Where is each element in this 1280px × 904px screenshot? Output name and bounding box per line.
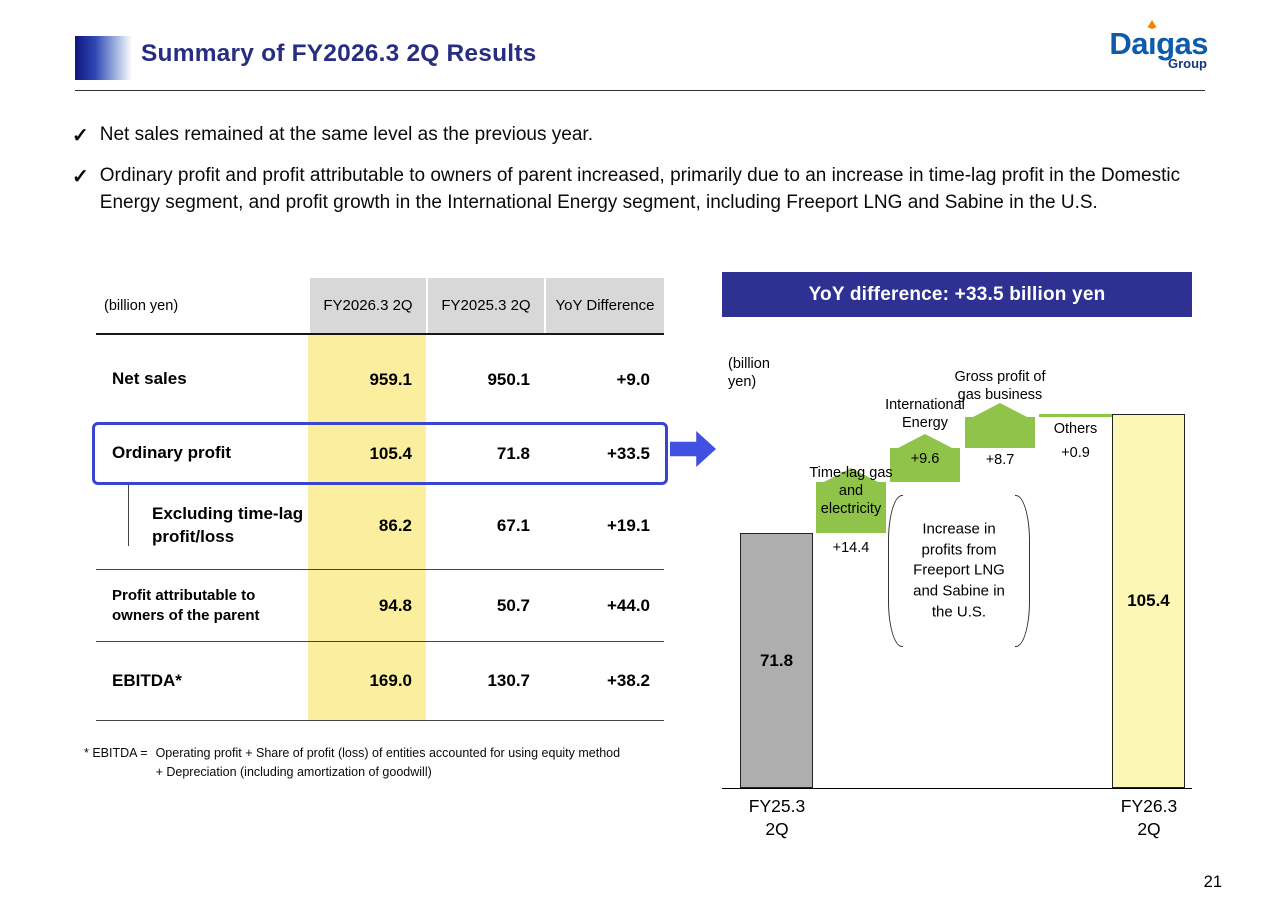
row-value-fy2026: 105.4 (308, 425, 426, 482)
row-value-fy2025: 67.1 (496, 515, 530, 535)
row-value-yoy: +19.1 (606, 515, 650, 535)
waterfall-start-bar: 71.8 (740, 533, 813, 788)
logo-text-i: ı (1147, 26, 1157, 61)
waterfall-chart: (billion yen) 71.8 105.4 Time-lag gas an… (722, 333, 1192, 839)
step-peak-icon (973, 403, 1027, 418)
row-value-fy2026: 959.1 (308, 335, 426, 424)
unit-label: (billion yen) (104, 297, 179, 314)
logo-text-gas: gas (1156, 26, 1208, 61)
logo-text-da: Da (1109, 26, 1148, 61)
step-peak-icon (898, 433, 952, 448)
annotation-bracket: Increase in profits from Freeport LNG an… (888, 495, 1030, 647)
footnote-line-1: Operating profit + Share of profit (loss… (155, 746, 621, 760)
waterfall-step (890, 447, 960, 482)
row-value-yoy: +9.0 (616, 369, 650, 389)
logo-group-text: Group (1168, 56, 1207, 71)
bullet-item: ✓ Ordinary profit and profit attributabl… (72, 163, 1212, 217)
step-value: +14.4 (832, 540, 870, 556)
logo-letter-i: ı (1147, 20, 1157, 61)
slide-header: Summary of FY2026.3 2Q Results (75, 34, 1205, 91)
chart-unit-label: (billion yen) (728, 356, 770, 391)
table-row-excluding-timelag: Excluding time-lag profit/loss 86.2 67.1… (96, 482, 664, 569)
end-bar-value: 105.4 (1127, 590, 1170, 610)
row-value-fy2026: 94.8 (308, 570, 426, 641)
row-value-fy2026: 86.2 (308, 482, 426, 569)
step-label: Others (1053, 421, 1098, 437)
row-value-fy2025: 130.7 (487, 671, 530, 690)
page-title: Summary of FY2026.3 2Q Results (141, 40, 537, 67)
row-value-fy2026: 169.0 (308, 642, 426, 720)
row-value-yoy: +38.2 (606, 671, 650, 690)
column-header-fy2026: FY2026.3 2Q (308, 278, 426, 333)
footnote-label: * EBITDA = (84, 746, 148, 760)
step-label: Gross profit of gas business (954, 369, 1046, 403)
row-value-yoy: +33.5 (606, 443, 650, 463)
page-number: 21 (1203, 873, 1222, 891)
row-label: Excluding time-lag profit/loss (152, 504, 304, 546)
step-peak-icon (824, 468, 878, 482)
results-table: (billion yen) FY2026.3 2Q FY2025.3 2Q Yo… (92, 278, 668, 721)
step-label: International Energy (885, 397, 965, 431)
flame-icon (1147, 20, 1157, 29)
waterfall-end-bar: 105.4 (1112, 413, 1185, 788)
checkmark-icon: ✓ (72, 125, 89, 147)
ebitda-footnote: * EBITDA = Operating profit + Share of p… (84, 744, 724, 783)
step-value: +8.7 (985, 452, 1015, 468)
annotation-text: Increase in profits from Freeport LNG an… (913, 520, 1005, 621)
bullet-text: Net sales remained at the same level as … (99, 124, 593, 145)
footnote-line-2: + Depreciation (including amortization o… (155, 765, 432, 780)
row-label: EBITDA* (112, 670, 182, 690)
waterfall-step (1039, 413, 1112, 418)
arrow-right-icon (670, 431, 716, 467)
bracket-right-icon (1015, 495, 1030, 647)
table-row-ebitda: EBITDA* 169.0 130.7 +38.2 (96, 641, 664, 721)
footnote-text: Operating profit + Share of profit (loss… (156, 744, 621, 783)
column-header-yoy: YoY Difference (544, 278, 664, 333)
summary-bullets: ✓ Net sales remained at the same level a… (72, 122, 1212, 230)
column-header-fy2025: FY2025.3 2Q (426, 278, 544, 333)
x-axis-label-start: FY25.3 2Q (748, 796, 806, 839)
row-value-fy2025: 950.1 (487, 369, 530, 389)
step-label: Time-lag gas and electricity (809, 465, 893, 517)
table-row-profit-attributable: Profit attributable to owners of the par… (96, 569, 664, 641)
bullet-item: ✓ Net sales remained at the same level a… (72, 122, 1212, 150)
x-axis-label-end: FY26.3 2Q (1120, 796, 1178, 839)
step-value: +0.9 (1061, 445, 1090, 461)
waterfall-step (816, 482, 886, 534)
checkmark-icon: ✓ (72, 166, 89, 189)
table-row-ordinary-profit: Ordinary profit 105.4 71.8 +33.5 (92, 422, 668, 485)
bracket-left-icon (888, 495, 903, 647)
table-header-row: (billion yen) FY2026.3 2Q FY2025.3 2Q Yo… (96, 278, 664, 335)
yoy-chart-panel: YoY difference: +33.5 billion yen (billi… (722, 272, 1192, 839)
table-row-net-sales: Net sales 959.1 950.1 +9.0 (96, 335, 664, 425)
row-label: Net sales (112, 369, 187, 389)
start-bar-value: 71.8 (759, 650, 794, 670)
row-value-fy2025: 50.7 (496, 595, 530, 615)
yoy-banner: YoY difference: +33.5 billion yen (722, 272, 1192, 317)
header-accent-bar (75, 36, 132, 80)
row-label: Ordinary profit (112, 443, 232, 463)
daigas-logo: Daı gas Group (1109, 20, 1208, 71)
waterfall-step (965, 417, 1035, 448)
row-value-fy2025: 71.8 (496, 443, 530, 463)
logo-wordmark: Daı gas (1109, 20, 1208, 61)
step-value: +9.6 (910, 451, 940, 467)
row-value-yoy: +44.0 (606, 595, 650, 615)
row-label: Profit attributable to owners of the par… (112, 587, 260, 624)
bullet-text: Ordinary profit and profit attributable … (99, 165, 1181, 214)
